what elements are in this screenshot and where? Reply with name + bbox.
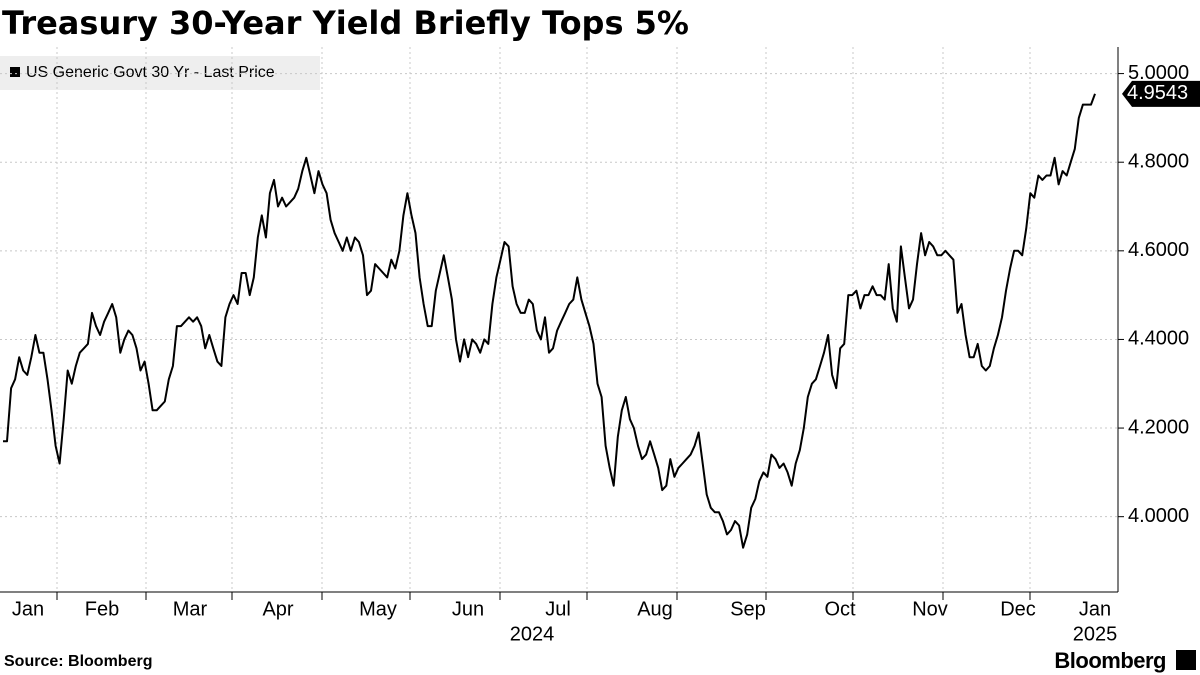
- x-tick-label: Apr: [262, 598, 293, 620]
- x-tick-label: Aug: [637, 598, 673, 620]
- x-year-label: 2024: [510, 623, 555, 645]
- x-tick-label: Oct: [824, 598, 856, 620]
- y-tick-label: 4.4000: [1128, 328, 1189, 350]
- x-tick-label: Mar: [173, 598, 208, 620]
- x-tick-label: Nov: [912, 598, 948, 620]
- y-tick-label: 5.0000: [1128, 62, 1189, 84]
- x-year-label: 2025: [1073, 623, 1118, 645]
- y-tick-label: 4.0000: [1128, 505, 1189, 527]
- x-tick-label: Sep: [730, 598, 766, 620]
- x-tick-label: Jan: [1079, 598, 1111, 620]
- y-tick-label: 4.8000: [1128, 150, 1189, 172]
- legend-box: [0, 56, 320, 90]
- x-tick-label: Feb: [85, 598, 119, 620]
- brand: Bloomberg: [1054, 648, 1166, 673]
- chart-title: Treasury 30-Year Yield Briefly Tops 5%: [2, 4, 689, 42]
- x-tick-label: Jul: [545, 598, 571, 620]
- x-tick-label: Jan: [12, 598, 44, 620]
- legend-swatch: [10, 67, 20, 77]
- y-tick-label: 4.2000: [1128, 416, 1189, 438]
- line: [3, 93, 1096, 549]
- brand-icon: [1176, 650, 1196, 670]
- y-tick-label: 4.6000: [1128, 239, 1189, 261]
- last-value-label: 4.9543: [1127, 82, 1188, 104]
- last-value-tag: [1122, 80, 1200, 107]
- x-tick-label: Dec: [1000, 598, 1036, 620]
- x-tick-label: May: [359, 598, 397, 620]
- x-tick-label: Jun: [452, 598, 484, 620]
- legend-label: US Generic Govt 30 Yr - Last Price: [26, 64, 275, 81]
- source: Source: Bloomberg: [4, 653, 152, 670]
